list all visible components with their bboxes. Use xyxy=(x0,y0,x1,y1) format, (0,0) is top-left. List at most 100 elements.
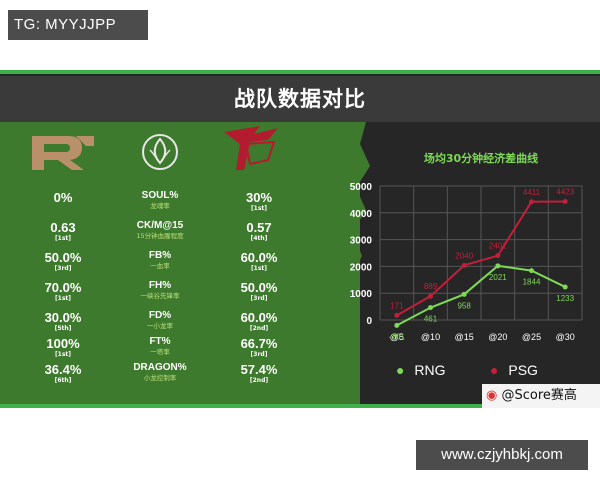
stat-rank: [1st] xyxy=(54,235,72,242)
stat-rank: [1st] xyxy=(54,295,72,302)
y-tick-label: 4000 xyxy=(350,209,373,220)
stat-rank: [1st] xyxy=(250,265,268,272)
stat-label-ft: FT% 一塔率 xyxy=(112,336,208,356)
rng-fh-value: 70.0% [1st] xyxy=(28,280,98,303)
data-label: 1844 xyxy=(523,278,541,287)
weibo-icon: ◉ xyxy=(486,388,498,403)
stat-value: 30.0% xyxy=(44,310,82,325)
data-point xyxy=(428,305,433,311)
stat-label-dragon: DRAGON% 小龙控制率 xyxy=(112,362,208,382)
stat-value: 100% xyxy=(46,336,80,351)
stat-rank: [3rd] xyxy=(54,265,72,272)
psg-soul-value: 30% [1st] xyxy=(224,190,294,213)
stat-rank: [4th] xyxy=(250,235,268,242)
rng-ckm-value: 0.63 [1st] xyxy=(28,220,98,243)
x-tick-label: @30 xyxy=(556,332,575,342)
legend-dot: ● xyxy=(490,362,499,378)
rng-soul-value: 0% xyxy=(28,190,98,205)
data-point xyxy=(428,293,433,299)
data-point xyxy=(529,199,534,205)
stat-sublabel: 15分钟血腥程度 xyxy=(136,232,184,240)
legend-label: PSG xyxy=(508,362,538,378)
psg-fb-value: 60.0% [1st] xyxy=(224,250,294,273)
stat-value: 50.0% xyxy=(44,250,82,265)
stat-sublabel: 一血率 xyxy=(150,262,170,270)
data-label: 2401 xyxy=(489,242,507,251)
data-point xyxy=(495,263,501,269)
rng-fb-value: 50.0% [3rd] xyxy=(28,250,98,273)
legend-dot: ● xyxy=(396,362,405,378)
stat-label: CK/M@15 xyxy=(136,220,184,231)
stat-label-fb: FB% 一血率 xyxy=(112,250,208,270)
x-tick-label: @25 xyxy=(522,332,541,342)
data-point xyxy=(495,253,501,259)
gold-diff-chart: 场均30分钟经济差曲线 0 1000 2000 3000 4000 5000 @5 @10 @15… xyxy=(350,151,583,342)
bottom-accent-bar xyxy=(0,404,600,408)
stat-rank: [3rd] xyxy=(250,351,268,358)
data-label: 4423 xyxy=(556,187,574,196)
stat-label: FD% xyxy=(148,310,172,321)
stat-label-fd: FD% 一小龙率 xyxy=(112,310,208,330)
data-label: 889 xyxy=(424,282,438,291)
stat-label-soul: SOUL% 龙魂率 xyxy=(112,190,208,210)
stat-value: 66.7% xyxy=(240,336,278,351)
stat-sublabel: 龙魂率 xyxy=(150,202,170,210)
y-tick-label: 5000 xyxy=(350,182,373,193)
stat-value: 36.4% xyxy=(44,362,82,377)
data-point xyxy=(529,268,534,274)
data-label: 1233 xyxy=(556,294,574,303)
data-point xyxy=(562,198,568,204)
data-point xyxy=(562,284,568,290)
title-banner xyxy=(0,76,600,122)
stat-label: FB% xyxy=(148,250,172,261)
stat-value: 30% xyxy=(245,190,273,205)
stat-label: FH% xyxy=(148,280,172,291)
legend-label: RNG xyxy=(414,362,446,378)
weibo-watermark: ◉ @Score赛高 xyxy=(482,384,600,408)
weibo-handle: @Score赛高 xyxy=(501,388,577,403)
psg-ft-value: 66.7% [3rd] xyxy=(224,336,294,359)
stat-rank: [1st] xyxy=(250,205,268,212)
data-label: 2021 xyxy=(489,273,507,282)
infographic: 战队数据对比 0% SOUL% 龙魂率 30% [1st] 0.63 [1 xyxy=(0,70,600,408)
data-point xyxy=(394,322,400,328)
stat-label-fh: FH% 一峡谷先锋率 xyxy=(112,280,208,300)
stat-sublabel: 小龙控制率 xyxy=(143,374,177,382)
watermark-bottom: www.czjyhbkj.com xyxy=(416,440,588,470)
x-tick-label: @20 xyxy=(488,332,507,342)
rng-dragon-value: 36.4% [6th] xyxy=(28,362,98,385)
rng-logo-icon xyxy=(32,136,94,170)
legend-psg: ● PSG xyxy=(490,362,538,378)
stat-value: 60.0% xyxy=(240,250,278,265)
stat-label: FT% xyxy=(149,336,171,347)
data-label: 2040 xyxy=(455,251,473,260)
data-label: 4411 xyxy=(523,188,541,197)
stat-rank: [5th] xyxy=(54,325,72,332)
stat-value: 57.4% xyxy=(240,362,278,377)
lpl-crest-icon xyxy=(142,134,178,170)
stat-value: 0.63 xyxy=(50,220,76,235)
y-tick-label: 0 xyxy=(366,316,372,327)
psg-fh-value: 50.0% [3rd] xyxy=(224,280,294,303)
torn-edge xyxy=(330,122,370,404)
data-point xyxy=(394,312,400,318)
stat-rank: [2nd] xyxy=(249,377,269,384)
series-line-psg xyxy=(396,200,566,317)
stat-sublabel: 一小龙率 xyxy=(147,322,173,330)
stat-rank: [1st] xyxy=(54,351,72,358)
watermark-top: TG: MYYJJPP xyxy=(8,10,148,40)
stat-value: 60.0% xyxy=(240,310,278,325)
y-tick-label: 2000 xyxy=(350,262,373,273)
stat-value: 0% xyxy=(53,190,73,205)
data-point xyxy=(461,291,467,297)
psg-fd-value: 60.0% [2nd] xyxy=(224,310,294,333)
stat-rank: [6th] xyxy=(54,377,72,384)
stats-panel xyxy=(0,122,360,404)
series-line-rng xyxy=(396,264,566,327)
psg-ckm-value: 0.57 [4th] xyxy=(224,220,294,243)
stat-label: SOUL% xyxy=(141,190,179,201)
data-label: 958 xyxy=(457,301,471,310)
y-tick-label: 1000 xyxy=(350,289,373,300)
page-title: 战队数据对比 xyxy=(234,87,366,111)
data-point xyxy=(461,262,467,268)
